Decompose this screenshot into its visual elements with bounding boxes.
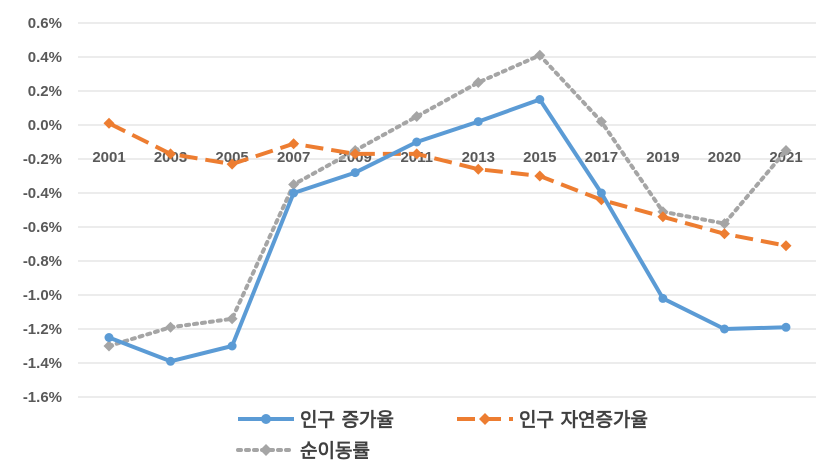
series-line (108, 97, 787, 364)
legend-item: 인구 자연증가율 (457, 409, 648, 431)
series-lines (103, 49, 792, 366)
legend-label: 인구 증가율 (300, 409, 394, 431)
legend-item: 인구 증가율 (238, 409, 394, 431)
x-tick-label: 2013 (462, 149, 495, 166)
data-point (288, 138, 300, 150)
data-point (780, 240, 792, 252)
data-point (165, 148, 177, 160)
data-point (349, 148, 361, 160)
legend-label: 인구 자연증가율 (519, 409, 648, 431)
y-axis-tick-labels: 0.6% 0.4% 0.2% 0.0% -0.2% -0.4% -0.6% -0.8% -1.0… (23, 15, 62, 406)
x-tick-label: 2007 (277, 149, 310, 166)
data-point (412, 137, 422, 147)
data-point (534, 49, 546, 61)
y-tick-label: -1.6% (23, 389, 62, 406)
data-point (227, 341, 237, 351)
data-point (103, 340, 115, 352)
data-point (595, 116, 607, 128)
x-tick-label: 2001 (92, 149, 125, 166)
y-tick-label: 0.0% (28, 117, 62, 134)
data-point (103, 117, 115, 129)
series-1 (104, 95, 791, 366)
data-point (165, 321, 177, 333)
y-tick-label: 0.6% (28, 15, 62, 32)
data-point (534, 170, 546, 182)
x-tick-label: 2020 (708, 149, 741, 166)
data-point (288, 179, 300, 190)
x-tick-label: 2017 (585, 149, 618, 166)
data-point (226, 313, 238, 325)
x-tick-label: 2019 (646, 149, 679, 166)
data-point (411, 148, 423, 160)
y-tick-label: 0.4% (28, 49, 62, 66)
data-point (350, 168, 360, 178)
y-tick-label: -1.0% (23, 287, 62, 304)
series-line (107, 53, 788, 348)
data-point (718, 228, 730, 240)
x-tick-label: 2015 (523, 149, 556, 166)
data-point (260, 444, 272, 456)
data-point (104, 333, 114, 342)
y-tick-label: -0.6% (23, 219, 62, 236)
data-point (658, 293, 668, 303)
y-tick-label: -0.4% (23, 185, 62, 202)
data-point (289, 188, 299, 198)
data-point (657, 211, 669, 223)
y-tick-label: -0.8% (23, 253, 62, 270)
data-point (473, 117, 483, 127)
y-tick-label: -1.4% (23, 355, 62, 372)
data-point (479, 413, 491, 425)
data-point (718, 218, 730, 230)
y-tick-label: -0.2% (23, 151, 62, 168)
data-point (535, 95, 545, 104)
data-point (166, 356, 176, 366)
data-point (226, 158, 238, 170)
data-point (719, 324, 729, 334)
data-point (780, 145, 792, 156)
series-3 (103, 49, 792, 352)
series-line (108, 121, 787, 248)
data-point (472, 163, 484, 175)
data-point (261, 414, 271, 424)
data-point (472, 77, 484, 88)
data-point (411, 111, 423, 122)
y-tick-label: 0.2% (28, 83, 62, 100)
y-tick-label: -1.2% (23, 321, 62, 338)
data-point (781, 322, 791, 332)
data-point (596, 188, 606, 198)
gridlines (78, 22, 816, 398)
legend-item: 순이동률 (236, 440, 370, 462)
legend-label: 순이동률 (300, 440, 370, 462)
series-2 (103, 117, 792, 252)
